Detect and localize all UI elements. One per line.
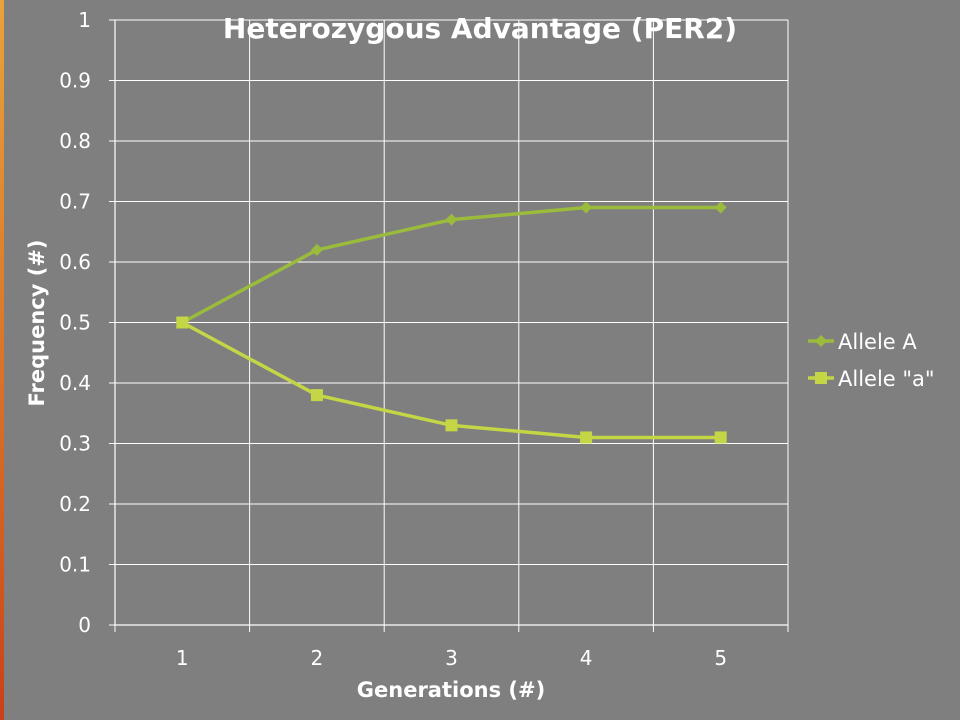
slide-edge-accent: [0, 0, 4, 720]
y-tick-label: 0.5: [59, 311, 91, 335]
y-tick-label: 0.9: [59, 69, 91, 93]
legend-item: Allele "a": [808, 367, 935, 391]
y-tick-label: 0.1: [59, 553, 91, 577]
legend-marker: [815, 372, 827, 384]
y-tick-label: 0.7: [59, 190, 91, 214]
series-lines: [176, 201, 727, 444]
y-tick-label: 0.3: [59, 432, 91, 456]
legend: Allele A Allele "a": [808, 330, 935, 391]
y-tick-label: 0: [78, 613, 91, 637]
y-axis-label: Frequency (#): [25, 239, 49, 406]
y-tick-label: 0.4: [59, 371, 91, 395]
y-tick-label: 0.8: [59, 129, 91, 153]
data-point: [580, 431, 593, 444]
data-point: [176, 316, 189, 329]
legend-marker: [815, 335, 827, 347]
series-2: [176, 316, 727, 444]
legend-label: Allele A: [838, 330, 917, 354]
series-1: [176, 201, 727, 329]
x-tick-label: 4: [580, 646, 593, 670]
data-point: [580, 201, 593, 214]
legend-item: Allele A: [808, 330, 917, 354]
data-point: [310, 243, 323, 256]
gridlines: [114, 19, 789, 626]
legend-label: Allele "a": [838, 367, 935, 391]
x-tick-label: 1: [176, 646, 189, 670]
y-tick-label: 0.2: [59, 492, 91, 516]
x-tick-label: 5: [714, 646, 727, 670]
x-tick-labels: 1 2 3 4 5: [176, 646, 727, 670]
data-point: [310, 389, 323, 402]
data-point: [445, 419, 458, 432]
axes: [109, 19, 789, 632]
y-tick-label: 1: [78, 8, 91, 32]
y-tick-labels: 0 0.1 0.2 0.3 0.4 0.5 0.6 0.7 0.8 0.9 1: [59, 8, 91, 637]
chart-title: Heterozygous Advantage (PER2): [223, 12, 737, 45]
data-point: [714, 431, 727, 444]
data-point: [714, 201, 727, 214]
x-tick-label: 2: [311, 646, 324, 670]
y-tick-label: 0.6: [59, 250, 91, 274]
x-axis-label: Generations (#): [357, 678, 545, 702]
x-tick-label: 3: [445, 646, 458, 670]
data-point: [445, 213, 458, 226]
